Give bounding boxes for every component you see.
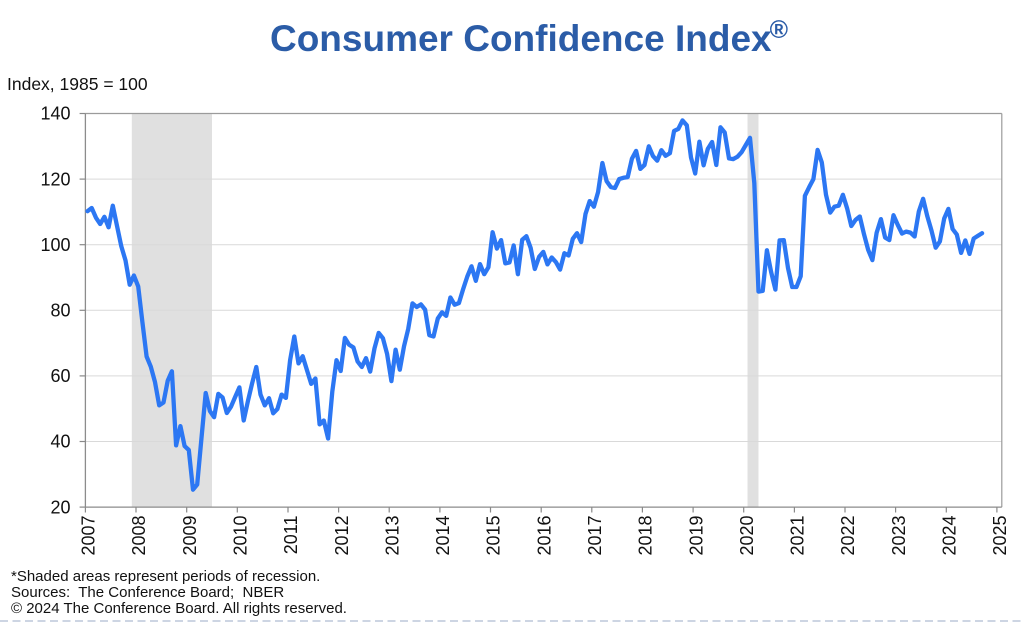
svg-text:2015: 2015 [484, 516, 504, 556]
svg-text:2011: 2011 [281, 516, 301, 555]
svg-text:2016: 2016 [534, 516, 554, 556]
svg-text:2010: 2010 [231, 516, 251, 556]
svg-text:2023: 2023 [889, 516, 909, 556]
svg-text:2017: 2017 [585, 516, 605, 556]
svg-text:2018: 2018 [636, 516, 656, 556]
svg-text:2012: 2012 [332, 516, 352, 556]
svg-text:2024: 2024 [940, 516, 960, 556]
svg-text:2019: 2019 [686, 516, 706, 556]
svg-text:140: 140 [40, 104, 70, 124]
svg-text:2008: 2008 [129, 516, 149, 556]
svg-text:40: 40 [50, 432, 70, 452]
svg-text:2014: 2014 [433, 516, 453, 556]
svg-text:2009: 2009 [180, 516, 200, 556]
svg-text:100: 100 [40, 235, 70, 255]
svg-text:2020: 2020 [737, 516, 757, 556]
svg-text:2021: 2021 [788, 516, 808, 556]
svg-text:80: 80 [50, 301, 70, 321]
svg-text:60: 60 [50, 366, 70, 386]
svg-text:2013: 2013 [382, 516, 402, 556]
svg-text:2022: 2022 [838, 516, 858, 556]
svg-text:120: 120 [40, 169, 70, 189]
svg-text:2025: 2025 [990, 515, 1010, 555]
svg-text:20: 20 [50, 497, 70, 517]
svg-text:2007: 2007 [79, 516, 99, 556]
